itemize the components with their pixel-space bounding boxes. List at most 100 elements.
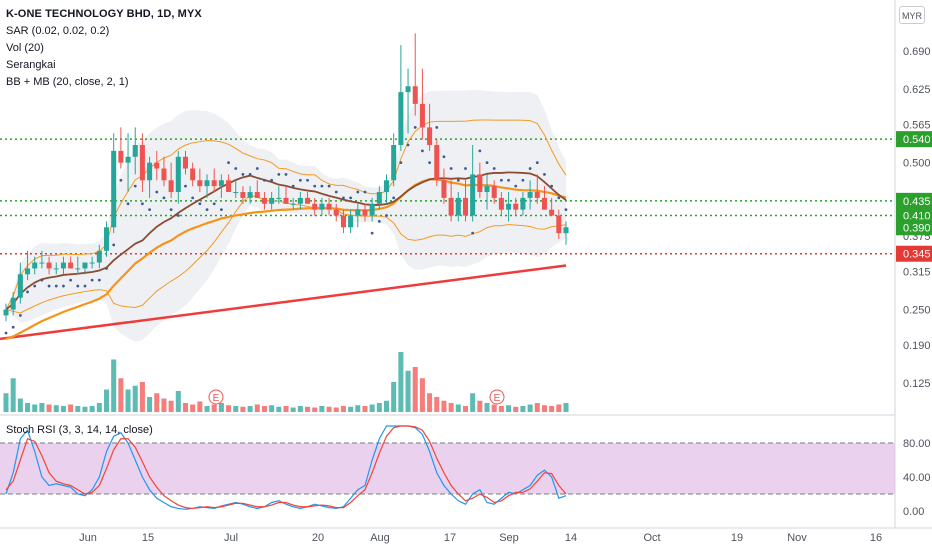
candle-body — [111, 150, 117, 228]
volume-indicator-label[interactable]: Vol (20) — [6, 42, 44, 54]
volume-bar — [89, 406, 95, 412]
volume-bar — [491, 404, 497, 412]
rsi-tick-label: 80.00 — [903, 438, 931, 450]
candle-body — [312, 203, 318, 210]
candle-body — [261, 197, 267, 204]
price-tick-label: 0.690 — [903, 46, 931, 58]
sar-dot — [370, 231, 374, 235]
candle-body — [139, 145, 145, 181]
sar-dot — [421, 149, 424, 153]
volume-bar — [104, 389, 110, 412]
candle-body — [326, 203, 332, 210]
sar-dot — [413, 125, 417, 129]
price-tick-label: 0.250 — [903, 305, 931, 317]
candle-body — [89, 262, 95, 264]
time-tick-label: 17 — [444, 532, 456, 544]
volume-bar — [39, 403, 45, 412]
candle-body — [484, 186, 490, 193]
volume-bar — [412, 367, 418, 412]
candle-body — [96, 250, 102, 263]
candle-body — [498, 197, 504, 210]
volume-bar — [477, 400, 483, 412]
time-tick-label: Jul — [224, 532, 238, 544]
candle-body — [369, 203, 375, 216]
volume-bar — [53, 405, 59, 412]
candle-body — [376, 192, 382, 204]
sar-dot — [126, 202, 130, 206]
volume-bar — [506, 405, 512, 412]
candle-body — [305, 197, 311, 204]
volume-bar — [283, 406, 289, 412]
candle-body — [190, 168, 196, 181]
currency-button[interactable]: MYR — [899, 6, 925, 24]
volume-bar — [218, 403, 224, 412]
candle-body — [470, 174, 476, 216]
sar-dot — [478, 149, 482, 153]
candle-body — [283, 197, 289, 204]
candle-body — [75, 268, 81, 270]
volume-bar — [534, 403, 540, 412]
candle-body — [448, 197, 454, 216]
candle-body — [25, 268, 31, 275]
volume-bar — [384, 400, 390, 412]
volume-bar — [68, 404, 74, 412]
volume-bar — [541, 405, 547, 412]
sar-dot — [255, 167, 259, 170]
candle-body — [118, 150, 124, 163]
volume-bar — [111, 359, 117, 412]
candle-body — [462, 197, 468, 216]
sar-dot — [464, 167, 467, 170]
time-tick-label: Nov — [787, 532, 807, 544]
volume-bar — [240, 406, 246, 412]
sar-dot — [349, 196, 353, 200]
candle-body — [348, 215, 354, 228]
sar-dot — [191, 196, 195, 200]
price-label: 0.540 — [903, 134, 931, 146]
volume-bar — [3, 393, 9, 412]
volume-bar — [276, 406, 282, 412]
candle-body — [17, 274, 23, 298]
sar-dot — [284, 172, 288, 176]
candle-body — [556, 215, 562, 234]
candle-body — [53, 268, 59, 270]
candle-body — [68, 262, 74, 269]
stoch-rsi-label[interactable]: Stoch RSI (3, 3, 14, 14, close) — [6, 424, 153, 436]
bb-indicator-label[interactable]: BB + MB (20, close, 2, 1) — [6, 76, 129, 88]
candle-body — [384, 180, 390, 193]
candle-body — [269, 197, 275, 204]
sar-dot — [169, 208, 173, 212]
volume-bar — [182, 403, 188, 412]
rsi-tick-label: 40.00 — [903, 472, 931, 484]
stoch-rsi-k-line — [5, 425, 567, 510]
price-tick-label: 0.315 — [903, 266, 931, 278]
volume-bar — [441, 400, 447, 412]
stoch-rsi-band — [0, 443, 895, 494]
candle-body — [276, 197, 282, 199]
volume-bar — [233, 406, 239, 412]
volume-bar — [261, 406, 267, 412]
time-tick-label: 16 — [870, 532, 882, 544]
sar-dot — [557, 196, 561, 200]
volume-bar — [154, 393, 160, 412]
candle-body — [340, 215, 346, 228]
candle-body — [32, 262, 38, 269]
sar-dot — [212, 202, 216, 206]
sar-dot — [507, 178, 510, 182]
candle-body — [161, 168, 167, 181]
sar-dot — [119, 178, 123, 182]
sar-dot — [54, 284, 58, 288]
candle-body — [233, 192, 239, 194]
sar-indicator-label[interactable]: SAR (0.02, 0.02, 0.2) — [6, 25, 110, 37]
serangkai-indicator-label[interactable]: Serangkai — [6, 59, 56, 71]
candle-body — [182, 156, 188, 169]
price-tick-label: 0.500 — [903, 158, 931, 170]
volume-bar — [226, 405, 232, 412]
candle-body — [549, 209, 555, 216]
volume-bar — [139, 382, 145, 412]
volume-bar — [434, 397, 440, 412]
volume-bar — [549, 406, 555, 412]
candle-body — [477, 174, 483, 193]
candle-body — [319, 203, 325, 210]
sar-dot — [69, 278, 73, 282]
